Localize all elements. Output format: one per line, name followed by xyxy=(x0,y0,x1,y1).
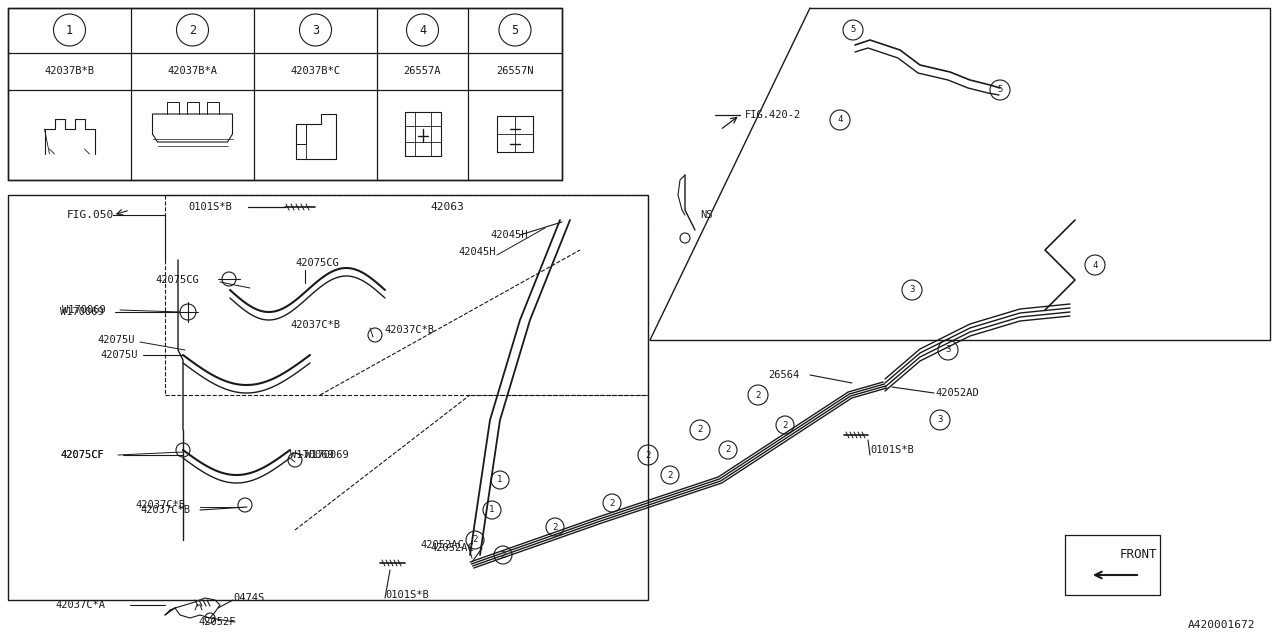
Text: 4: 4 xyxy=(837,115,842,125)
Text: 42037C*B: 42037C*B xyxy=(384,325,434,335)
Text: 2: 2 xyxy=(698,426,703,435)
Text: FRONT: FRONT xyxy=(1120,548,1157,561)
Text: 0474S: 0474S xyxy=(233,593,264,603)
Text: 42075CG: 42075CG xyxy=(155,275,198,285)
Text: 42037B*A: 42037B*A xyxy=(168,66,218,76)
Text: 42075U: 42075U xyxy=(97,335,134,345)
Text: 2: 2 xyxy=(472,536,477,545)
Text: 26564: 26564 xyxy=(768,370,799,380)
Text: 42045H: 42045H xyxy=(490,230,527,240)
Text: 2: 2 xyxy=(667,470,673,479)
Text: 42037C*B: 42037C*B xyxy=(140,505,189,515)
Text: W170069: W170069 xyxy=(60,307,104,317)
Text: 1: 1 xyxy=(67,24,73,36)
Text: 0101S*B: 0101S*B xyxy=(385,590,429,600)
Text: 3: 3 xyxy=(937,415,942,424)
Text: 42052AC: 42052AC xyxy=(420,540,463,550)
Text: 5: 5 xyxy=(850,26,856,35)
Text: 42075CG: 42075CG xyxy=(294,258,339,268)
Text: 42037C*B: 42037C*B xyxy=(134,500,186,510)
Text: W170069: W170069 xyxy=(61,305,106,315)
Text: 42075CF: 42075CF xyxy=(60,450,104,460)
Text: 42063: 42063 xyxy=(430,202,463,212)
Text: A420001672: A420001672 xyxy=(1188,620,1254,630)
Text: FIG.420-2: FIG.420-2 xyxy=(745,110,801,120)
Text: 42037C*B: 42037C*B xyxy=(291,320,340,330)
Bar xyxy=(8,8,562,180)
Bar xyxy=(8,195,648,600)
Text: W170069: W170069 xyxy=(305,450,348,460)
Text: 42052F: 42052F xyxy=(198,617,236,627)
Text: 42052AD: 42052AD xyxy=(934,388,979,398)
Text: 26557N: 26557N xyxy=(497,66,534,76)
Text: 2: 2 xyxy=(645,451,650,460)
Text: 2: 2 xyxy=(609,499,614,508)
Text: 2: 2 xyxy=(726,445,731,454)
Text: 2: 2 xyxy=(782,420,787,429)
Text: 42037B*B: 42037B*B xyxy=(45,66,95,76)
Text: 42037C*A: 42037C*A xyxy=(55,600,105,610)
Text: 1: 1 xyxy=(489,506,494,515)
Text: 3: 3 xyxy=(909,285,915,294)
Text: 2: 2 xyxy=(755,390,760,399)
Text: 2: 2 xyxy=(500,550,506,559)
Text: 26557A: 26557A xyxy=(403,66,442,76)
Text: 3: 3 xyxy=(312,24,319,36)
Text: 42045H: 42045H xyxy=(458,247,495,257)
Text: 4: 4 xyxy=(419,24,426,36)
Text: 42075CF: 42075CF xyxy=(60,450,104,460)
Text: 5: 5 xyxy=(512,24,518,36)
Text: 42075U: 42075U xyxy=(100,350,137,360)
Bar xyxy=(165,195,648,395)
Text: 42052AC: 42052AC xyxy=(430,543,474,553)
Text: 2: 2 xyxy=(552,522,558,531)
Text: W170069: W170069 xyxy=(291,450,334,460)
Text: NS: NS xyxy=(700,210,713,220)
Text: 0101S*B: 0101S*B xyxy=(870,445,914,455)
Text: 3: 3 xyxy=(946,346,951,355)
Text: 5: 5 xyxy=(997,86,1002,95)
Text: FIG.050: FIG.050 xyxy=(67,210,114,220)
Text: 42037B*C: 42037B*C xyxy=(291,66,340,76)
Text: 2: 2 xyxy=(189,24,196,36)
Text: 4: 4 xyxy=(1092,260,1098,269)
Text: 1: 1 xyxy=(498,476,503,484)
Text: 0101S*B: 0101S*B xyxy=(188,202,232,212)
